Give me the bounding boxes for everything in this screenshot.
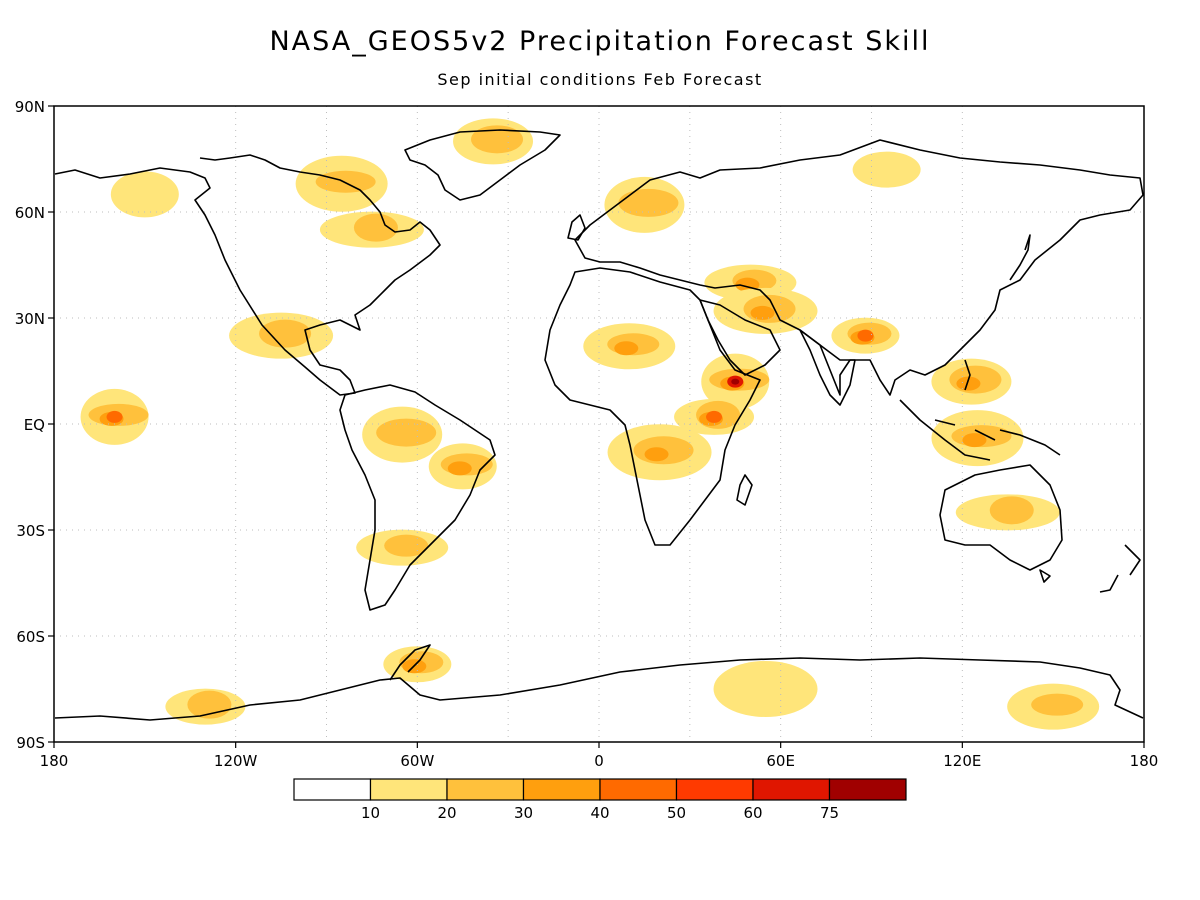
- coast-philippines: [964, 359, 971, 391]
- coast-arabia: [699, 299, 781, 376]
- coast-greenland: [404, 129, 561, 201]
- coast-india: [799, 329, 856, 406]
- skill-patch: [471, 125, 524, 154]
- colorbar-swatch: [293, 778, 372, 801]
- skill-patch: [731, 378, 740, 385]
- graticule: [54, 106, 1144, 742]
- lat-tick-label: 60S: [16, 628, 45, 646]
- colorbar-label: 60: [743, 804, 762, 822]
- skill-patch: [110, 171, 179, 218]
- coast-eurasia: [574, 139, 1144, 396]
- coast-antarctica: [54, 657, 1144, 721]
- skill-patch: [706, 410, 723, 423]
- axis-labels: 180 120W 60W 0 60E 120E 180 90N 60N 30N EQ 30S 60S 90…: [15, 98, 1159, 770]
- colorbar-label: 20: [437, 804, 456, 822]
- coast-new-zealand: [1099, 544, 1141, 593]
- lon-tick-label: 120W: [214, 752, 258, 770]
- skill-patch: [713, 661, 818, 717]
- colorbar-swatch: [446, 778, 525, 801]
- skill-patch: [353, 213, 398, 242]
- lat-tick-label: 90N: [15, 98, 45, 116]
- skill-patch: [447, 461, 472, 476]
- skill-patch: [956, 376, 981, 391]
- skill-patch: [376, 418, 437, 447]
- coast-indonesia: [899, 399, 1061, 461]
- lat-tick-label: 60N: [15, 204, 45, 222]
- colorbar-swatch: [522, 778, 601, 801]
- map-subtitle: Sep initial conditions Feb Forecast: [437, 70, 763, 89]
- colorbar-swatch: [675, 778, 754, 801]
- lon-tick-label: 180: [40, 752, 69, 770]
- lon-tick-label: 180: [1130, 752, 1159, 770]
- colorbar-swatch: [752, 778, 831, 801]
- coast-australia: [939, 464, 1063, 571]
- lon-tick-label: 60E: [766, 752, 795, 770]
- coast-north-america: [54, 154, 441, 396]
- coast-madagascar: [736, 474, 753, 506]
- skill-patch: [315, 170, 376, 193]
- colorbar: 10 20 30 40 50 60 75: [293, 778, 907, 822]
- lat-tick-label: 90S: [16, 734, 45, 752]
- coastlines: [54, 129, 1144, 721]
- skill-patch: [852, 151, 921, 188]
- lon-tick-label: 0: [594, 752, 604, 770]
- coast-uk: [567, 214, 586, 241]
- colorbar-label: 10: [361, 804, 380, 822]
- skill-patch: [1031, 693, 1084, 716]
- coast-antarctic-peninsula: [389, 644, 431, 681]
- skill-patch: [857, 329, 874, 342]
- skill-patch: [962, 433, 987, 448]
- skill-patch: [644, 447, 669, 462]
- skill-patch: [618, 188, 679, 217]
- lat-tick-label: 30N: [15, 310, 45, 328]
- map-title: NASA_GEOS5v2 Precipitation Forecast Skil…: [269, 26, 931, 57]
- coast-south-america: [339, 384, 496, 611]
- lon-tick-label: 120E: [943, 752, 981, 770]
- colorbar-swatch: [828, 778, 907, 801]
- skill-patch: [259, 319, 312, 348]
- coast-japan: [1009, 234, 1031, 281]
- skill-patch: [750, 305, 775, 320]
- lat-tick-label: EQ: [24, 416, 45, 434]
- coast-tasmania: [1039, 569, 1051, 583]
- colorbar-label: 40: [590, 804, 609, 822]
- skill-patch: [384, 534, 429, 557]
- colorbar-swatch: [599, 778, 678, 801]
- lat-tick-label: 30S: [16, 522, 45, 540]
- skill-patch: [614, 341, 639, 356]
- skill-patch: [106, 410, 123, 423]
- colorbar-label: 75: [820, 804, 839, 822]
- colorbar-label: 30: [514, 804, 533, 822]
- skill-field: [80, 118, 1100, 730]
- colorbar-label: 50: [667, 804, 686, 822]
- skill-patch: [989, 496, 1034, 525]
- lon-tick-label: 60W: [400, 752, 434, 770]
- colorbar-swatch: [369, 778, 448, 801]
